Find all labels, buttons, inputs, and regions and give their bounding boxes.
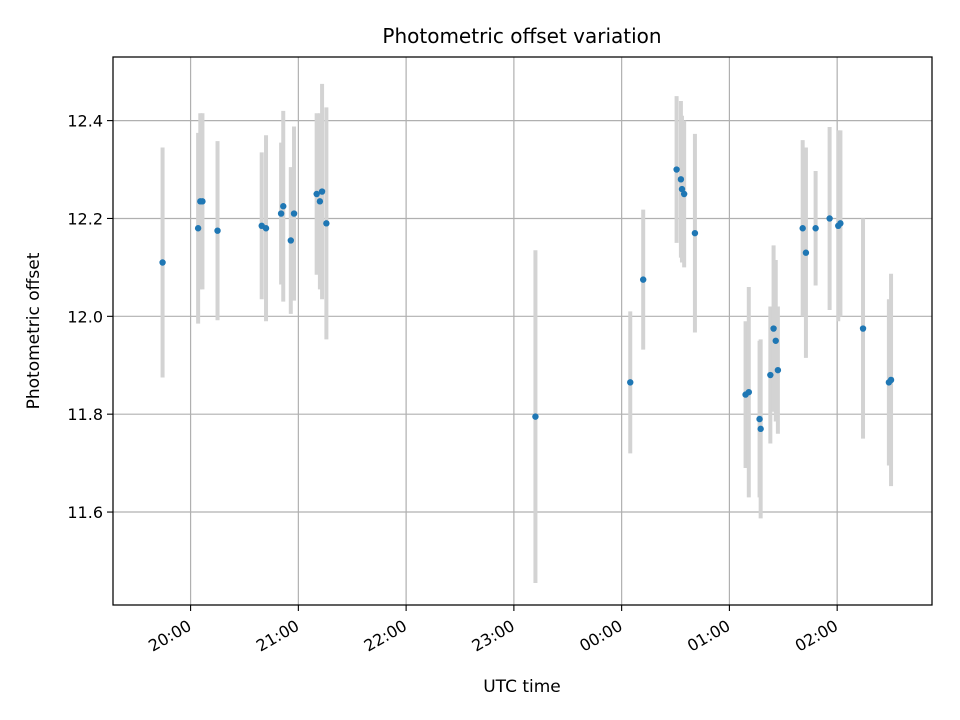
grid-lines <box>113 57 932 605</box>
data-point <box>194 225 202 232</box>
data-point <box>277 210 285 217</box>
data-point <box>673 166 680 173</box>
data-point <box>756 415 763 423</box>
data-point <box>313 190 320 198</box>
data-point <box>812 225 819 232</box>
data-point <box>214 227 221 234</box>
y-axis-label: Photometric offset <box>24 252 44 409</box>
data-point <box>799 225 806 232</box>
data-point <box>745 388 753 396</box>
data-point <box>826 215 833 222</box>
data-point <box>316 198 324 205</box>
data-point <box>772 337 779 344</box>
data-point <box>757 425 764 433</box>
data-point <box>837 220 844 227</box>
data-points <box>159 166 895 433</box>
y-tick-label: 12.2 <box>67 209 103 228</box>
data-point <box>290 210 298 217</box>
data-point <box>770 325 777 332</box>
plot-area <box>113 57 932 605</box>
x-axis-label: UTC time <box>483 677 561 697</box>
data-point <box>859 325 867 332</box>
y-axis-ticks: 11.6 11.8 12.0 12.2 12.4 <box>67 112 113 522</box>
data-point <box>680 190 688 198</box>
y-tick-label: 11.6 <box>67 503 103 522</box>
data-point <box>887 376 895 384</box>
data-point <box>280 203 287 210</box>
y-tick-label: 12.0 <box>67 307 103 326</box>
data-point <box>159 259 166 266</box>
y-tick-label: 12.4 <box>67 112 103 131</box>
data-point <box>691 229 699 237</box>
data-point <box>774 366 782 374</box>
data-point <box>532 413 539 420</box>
data-point <box>802 249 810 256</box>
data-point <box>323 220 330 227</box>
plot-frame <box>112 56 933 606</box>
data-point <box>262 225 270 232</box>
data-point <box>639 276 647 283</box>
y-tick-label: 11.8 <box>67 405 103 424</box>
data-point <box>767 371 774 379</box>
data-point <box>678 185 686 193</box>
data-point <box>287 237 295 244</box>
data-point <box>677 176 685 183</box>
data-point <box>199 198 206 205</box>
chart-title: Photometric offset variation <box>382 24 661 48</box>
data-point <box>627 379 634 386</box>
data-point <box>318 188 326 195</box>
